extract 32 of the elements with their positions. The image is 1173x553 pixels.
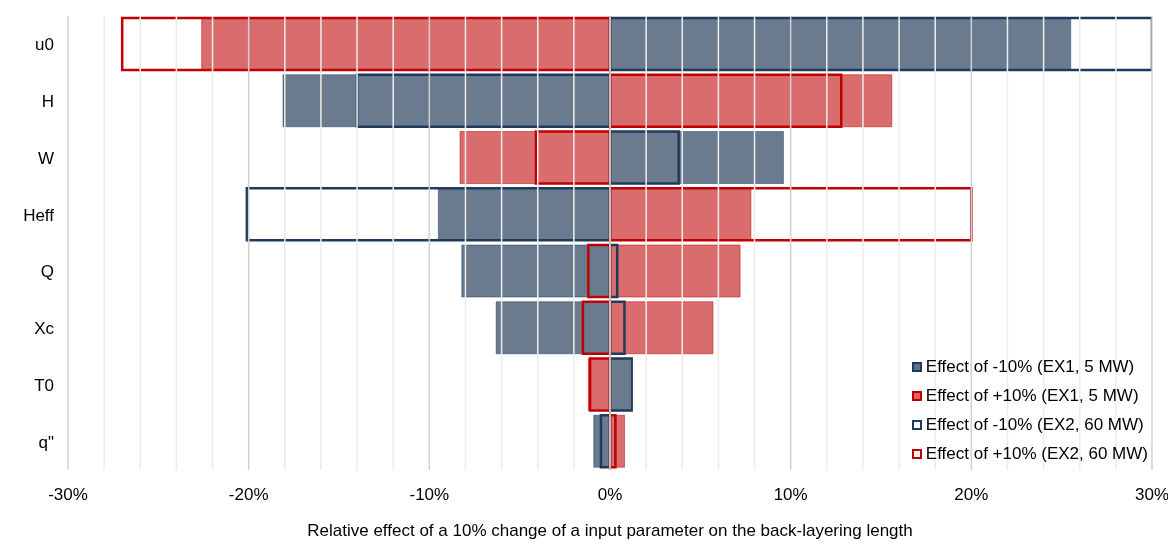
- bar: [609, 131, 784, 184]
- x-tick-label: -20%: [228, 485, 269, 505]
- bar: [495, 301, 611, 355]
- x-axis-title: Relative effect of a 10% change of a input parameter on the back-layering length: [307, 521, 913, 540]
- y-tick-label: Heff: [23, 205, 55, 225]
- bar: [609, 244, 741, 298]
- legend-label: Effect of +10% (EX1, 5 MW): [925, 385, 1139, 406]
- x-tick-label: 10%: [773, 485, 808, 505]
- bar: [608, 16, 1152, 72]
- x-tick-label: -10%: [409, 485, 450, 505]
- bar: [609, 301, 714, 355]
- bar: [120, 16, 612, 72]
- y-tick-label: q": [38, 432, 54, 452]
- bar: [608, 187, 973, 242]
- x-tick-label: -30%: [48, 485, 88, 505]
- x-tick-label: 30%: [1134, 485, 1170, 505]
- legend-label: Effect of -10% (EX2, 60 MW): [925, 414, 1144, 435]
- bar: [609, 74, 893, 128]
- bar: [461, 244, 611, 298]
- y-tick-label: H: [41, 92, 54, 112]
- x-tick-label: 20%: [954, 485, 989, 505]
- y-tick-label: T0: [34, 375, 54, 395]
- legend-label: Effect of +10% (EX2, 60 MW): [925, 443, 1148, 464]
- y-tick-label: Q: [40, 262, 54, 282]
- y-tick-label: u0: [35, 35, 54, 55]
- y-tick-label: W: [37, 148, 54, 168]
- y-tick-label: Xc: [34, 319, 55, 339]
- bar: [282, 74, 611, 128]
- bar: [245, 187, 612, 242]
- bar: [459, 131, 611, 184]
- x-tick-label: 0%: [597, 485, 623, 505]
- legend-label: Effect of -10% (EX1, 5 MW): [925, 356, 1135, 377]
